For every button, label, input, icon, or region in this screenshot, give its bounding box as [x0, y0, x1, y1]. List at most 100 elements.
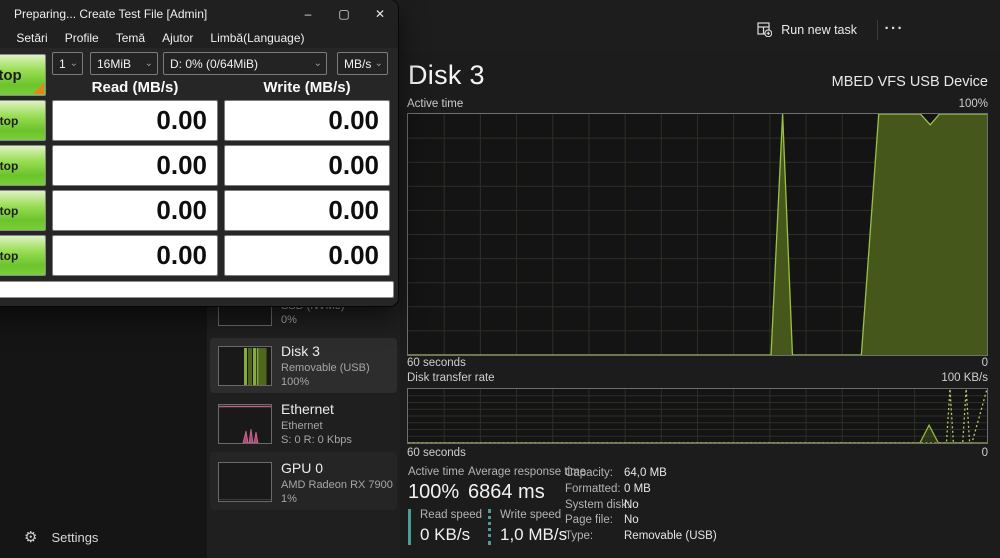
write-column-header: Write (MB/s) — [263, 79, 351, 96]
transfer-rate-chart — [407, 388, 988, 444]
sidebar-item-settings[interactable]: ⚙ Settings — [14, 522, 108, 552]
ethernet-value: S: 0 R: 0 Kbps — [281, 434, 352, 446]
disk3-title: Disk 3 — [281, 343, 320, 359]
menu-theme[interactable]: Temă — [115, 31, 146, 45]
read-speed-label: Read speed — [420, 509, 483, 521]
chevron-down-icon: ⌄ — [374, 57, 383, 69]
active-time-stat-value: 100% — [408, 481, 460, 503]
bench-row-4: Stop 0.00 0.00 — [0, 235, 398, 276]
gear-icon: ⚙ — [24, 529, 38, 546]
stop-button-3[interactable]: Stop — [0, 190, 46, 231]
transfer-rate-label-row: Disk transfer rate 100 KB/s — [407, 372, 988, 384]
read-result-4: 0.00 — [52, 235, 218, 276]
ethernet-title: Ethernet — [281, 401, 334, 417]
stop-button-1[interactable]: Stop — [0, 100, 46, 141]
sidebar-item-ethernet[interactable]: Ethernet Ethernet S: 0 R: 0 Kbps — [210, 396, 397, 452]
disk-details: Capacity: 64,0 MB Formatted: 0 MB System… — [565, 466, 717, 545]
detail-system-disk: System disk: No — [565, 498, 639, 511]
page-title: Disk 3 — [408, 60, 485, 90]
run-new-task-label: Run new task — [781, 22, 857, 37]
ethernet-mini-chart — [218, 404, 272, 444]
corner-fold-icon — [33, 83, 44, 94]
gpu-title: GPU 0 — [281, 460, 324, 476]
more-options-button[interactable]: ··· — [884, 20, 904, 37]
crystaldiskmark-window: Preparing... Create Test File [Admin] – … — [0, 0, 398, 306]
chart2-x-right: 0 — [981, 447, 988, 459]
active-time-label-row: Active time 100% — [407, 98, 988, 110]
active-time-stat-label: Active time — [408, 466, 465, 478]
read-result-3: 0.00 — [52, 190, 218, 231]
read-result-2: 0.00 — [52, 145, 218, 186]
write-speed-label: Write speed — [500, 509, 562, 521]
performance-main-panel: Run new task ··· Disk 3 MBED VFS USB Dev… — [400, 0, 1000, 558]
bench-row-2: Stop 0.00 0.00 — [0, 145, 398, 186]
chevron-down-icon: ⌄ — [69, 57, 78, 69]
disk3-subtitle: Removable (USB) — [281, 362, 370, 374]
cdm-status-bar — [0, 281, 394, 298]
taskmanager-topbar: Run new task ··· — [400, 0, 1000, 52]
detail-capacity: Capacity: 64,0 MB — [565, 467, 667, 479]
window-title: Preparing... Create Test File [Admin] — [14, 7, 208, 21]
menu-help[interactable]: Ajutor — [162, 31, 194, 45]
active-time-chart — [407, 113, 988, 356]
minimize-button[interactable]: – — [304, 7, 312, 21]
chart2-ymax: 100 KB/s — [941, 372, 988, 384]
stat-write-speed: Write speed 1,0 MB/s — [488, 509, 567, 545]
stat-avg-response: Average response time 6864 ms — [468, 466, 586, 504]
write-result-1: 0.00 — [224, 100, 390, 141]
detail-page-file: Page file: No — [565, 514, 639, 527]
settings-label: Settings — [51, 529, 99, 545]
chart1-x-right: 0 — [981, 357, 988, 369]
write-result-4: 0.00 — [224, 235, 390, 276]
cdm-titlebar[interactable]: Preparing... Create Test File [Admin] – … — [0, 0, 398, 28]
chart1-ymax: 100% — [958, 98, 988, 110]
chart2-title: Disk transfer rate — [407, 372, 495, 384]
write-result-3: 0.00 — [224, 190, 390, 231]
detail-type: Type: Removable (USB) — [565, 530, 717, 543]
bench-row-1: Stop 0.00 0.00 — [0, 100, 398, 141]
cdm-menubar: Fișier Setări Profile Temă Ajutor Limbă(… — [0, 28, 398, 48]
read-result-1: 0.00 — [52, 100, 218, 141]
ethernet-subtitle: Ethernet — [281, 420, 323, 432]
avg-response-stat-label: Average response time — [468, 466, 587, 478]
menu-language[interactable]: Limbă(Language) — [210, 31, 305, 45]
test-size-dropdown[interactable]: 16MiB ⌄ — [90, 52, 158, 75]
run-new-task-button[interactable]: Run new task — [749, 17, 865, 42]
menu-profile[interactable]: Profile — [64, 31, 99, 45]
chart1-x-left: 60 seconds — [407, 357, 466, 369]
chart2-x-left: 60 seconds — [407, 447, 466, 459]
target-drive-dropdown[interactable]: D: 0% (0/64MiB) ⌄ — [163, 52, 327, 75]
write-speed-value: 1,0 MB/s — [500, 525, 568, 544]
sidebar-item-disk3[interactable]: Disk 3 Removable (USB) 100% — [210, 338, 397, 393]
chevron-down-icon: ⌄ — [144, 57, 153, 69]
run-new-task-icon — [757, 22, 773, 37]
chart2-xaxis: 60 seconds 0 — [407, 447, 988, 459]
unit-dropdown[interactable]: MB/s ⌄ — [337, 52, 388, 75]
avg-response-stat-value: 6864 ms — [468, 481, 545, 503]
stat-active-time: Active time 100% — [408, 466, 464, 504]
detail-formatted: Formatted: 0 MB — [565, 482, 651, 495]
disk3-mini-chart — [218, 346, 272, 386]
test-count-dropdown[interactable]: 1 ⌄ — [52, 52, 83, 75]
device-name: MBED VFS USB Device — [831, 74, 988, 90]
ssd-value: 0% — [281, 314, 297, 326]
stat-read-speed: Read speed 0 KB/s — [408, 509, 482, 545]
read-column-header: Read (MB/s) — [91, 79, 179, 96]
disk3-value: 100% — [281, 376, 310, 388]
topbar-divider — [877, 20, 878, 40]
gpu-value: 1% — [281, 493, 297, 505]
bench-row-3: Stop 0.00 0.00 — [0, 190, 398, 231]
gpu-mini-chart — [218, 462, 272, 502]
sidebar-item-gpu0[interactable]: GPU 0 AMD Radeon RX 7900 1% — [210, 452, 397, 510]
stop-button-4[interactable]: Stop — [0, 235, 46, 276]
chevron-down-icon: ⌄ — [313, 57, 322, 69]
stop-button-2[interactable]: Stop — [0, 145, 46, 186]
close-button[interactable]: ✕ — [374, 7, 386, 21]
maximize-button[interactable]: ▢ — [338, 7, 350, 21]
stop-all-button[interactable]: Stop — [0, 54, 46, 96]
chart1-xaxis: 60 seconds 0 — [407, 357, 988, 369]
menu-settings[interactable]: Setări — [16, 31, 48, 45]
write-result-2: 0.00 — [224, 145, 390, 186]
read-speed-value: 0 KB/s — [420, 525, 471, 544]
